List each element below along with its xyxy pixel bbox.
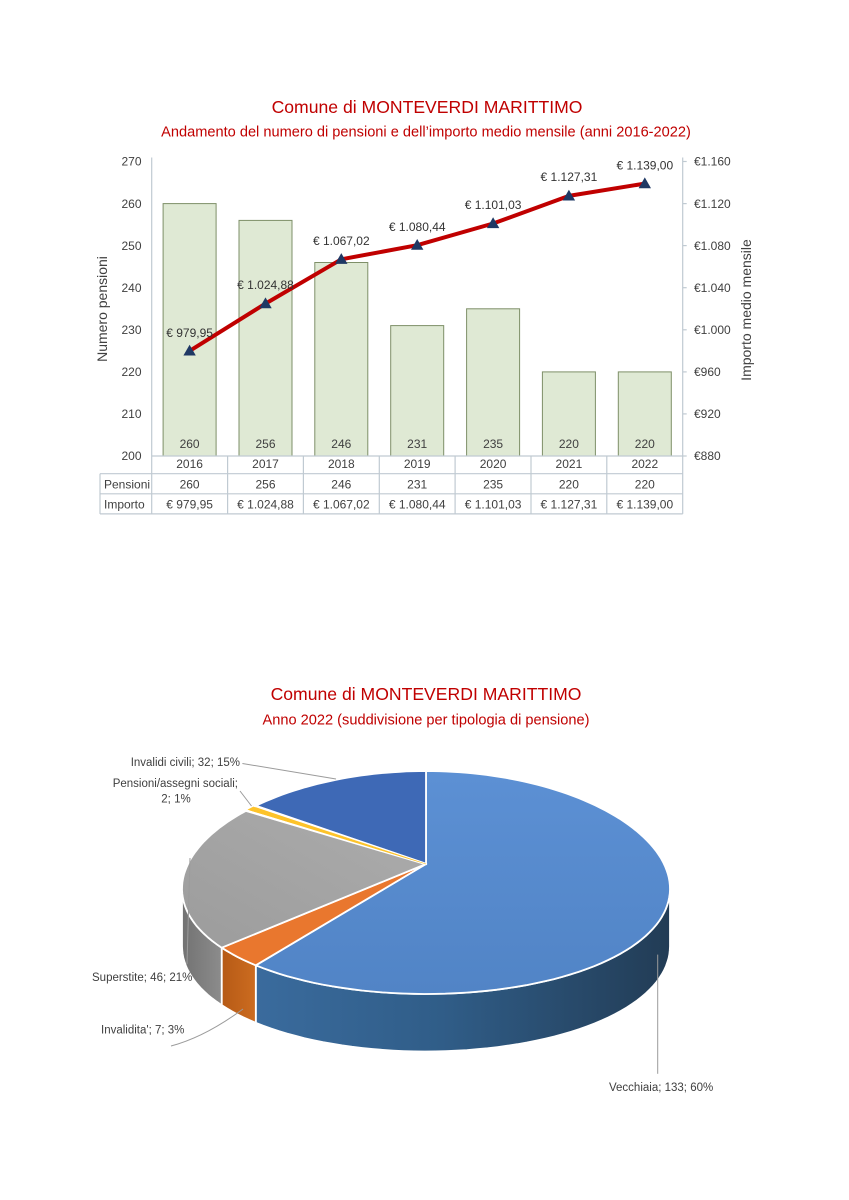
svg-text:231: 231 [407, 477, 427, 491]
svg-text:€ 1.127,31: € 1.127,31 [541, 497, 598, 511]
svg-text:€ 1.139,00: € 1.139,00 [616, 497, 673, 511]
svg-text:€880: €880 [694, 449, 721, 463]
svg-text:Anno 2022 (suddivisione per ti: Anno 2022 (suddivisione per tipologia di… [263, 713, 590, 729]
svg-text:Comune di MONTEVERDI MARITTIMO: Comune di MONTEVERDI MARITTIMO [272, 97, 583, 117]
svg-text:256: 256 [255, 437, 275, 451]
svg-text:260: 260 [180, 437, 200, 451]
svg-text:220: 220 [635, 477, 655, 491]
svg-text:€ 1.127,31: € 1.127,31 [541, 170, 598, 184]
svg-text:235: 235 [483, 437, 503, 451]
svg-text:€ 979,95: € 979,95 [166, 326, 213, 340]
svg-text:2021: 2021 [556, 457, 583, 471]
svg-text:€1.000: €1.000 [694, 323, 731, 337]
svg-text:Invalidi civili; 32; 15%: Invalidi civili; 32; 15% [131, 757, 240, 769]
svg-text:€ 1.080,44: € 1.080,44 [389, 497, 446, 511]
svg-text:€ 1.080,44: € 1.080,44 [389, 220, 446, 234]
svg-text:2022: 2022 [631, 457, 658, 471]
svg-text:€ 1.024,88: € 1.024,88 [237, 497, 294, 511]
svg-text:€1.120: €1.120 [694, 197, 731, 211]
svg-text:Superstite; 46; 21%: Superstite; 46; 21% [92, 972, 192, 984]
svg-text:2; 1%: 2; 1% [161, 794, 190, 806]
svg-text:246: 246 [331, 437, 351, 451]
svg-text:200: 200 [121, 449, 141, 463]
svg-text:260: 260 [180, 477, 200, 491]
svg-text:210: 210 [121, 407, 141, 421]
svg-text:256: 256 [255, 477, 275, 491]
svg-text:220: 220 [559, 477, 579, 491]
svg-text:Pensioni/assegni sociali;: Pensioni/assegni sociali; [113, 778, 238, 790]
svg-text:€960: €960 [694, 365, 721, 379]
svg-text:€ 1.101,03: € 1.101,03 [465, 198, 522, 212]
svg-text:240: 240 [121, 281, 141, 295]
svg-text:220: 220 [635, 437, 655, 451]
svg-text:Comune di MONTEVERDI MARITTIMO: Comune di MONTEVERDI MARITTIMO [271, 684, 582, 704]
svg-text:220: 220 [559, 437, 579, 451]
svg-text:Vecchiaia; 133; 60%: Vecchiaia; 133; 60% [609, 1082, 713, 1094]
svg-text:€ 1.024,88: € 1.024,88 [237, 278, 294, 292]
svg-text:2016: 2016 [176, 457, 203, 471]
svg-text:Invalidita'; 7; 3%: Invalidita'; 7; 3% [101, 1025, 184, 1037]
svg-text:2019: 2019 [404, 457, 431, 471]
svg-text:€ 979,95: € 979,95 [166, 497, 213, 511]
svg-text:€ 1.101,03: € 1.101,03 [465, 497, 522, 511]
svg-text:220: 220 [121, 365, 141, 379]
svg-text:Importo: Importo [104, 497, 145, 511]
svg-text:2020: 2020 [480, 457, 507, 471]
svg-text:235: 235 [483, 477, 503, 491]
svg-text:Andamento del numero di pensio: Andamento del numero di pensioni e dell’… [161, 125, 691, 141]
svg-text:€1.080: €1.080 [694, 239, 731, 253]
svg-text:€920: €920 [694, 407, 721, 421]
svg-text:Numero pensioni: Numero pensioni [94, 256, 110, 362]
svg-text:270: 270 [121, 155, 141, 169]
svg-text:Importo medio mensile: Importo medio mensile [738, 239, 754, 381]
svg-text:Pensioni: Pensioni [104, 477, 150, 491]
svg-text:€ 1.139,00: € 1.139,00 [616, 159, 673, 173]
svg-text:250: 250 [121, 239, 141, 253]
svg-text:231: 231 [407, 437, 427, 451]
svg-text:€ 1.067,02: € 1.067,02 [313, 497, 370, 511]
svg-text:€ 1.067,02: € 1.067,02 [313, 234, 370, 248]
svg-text:2018: 2018 [328, 457, 355, 471]
svg-text:260: 260 [121, 197, 141, 211]
svg-text:230: 230 [121, 323, 141, 337]
svg-text:€1.040: €1.040 [694, 281, 731, 295]
svg-text:2017: 2017 [252, 457, 279, 471]
svg-text:€1.160: €1.160 [694, 155, 731, 169]
svg-text:246: 246 [331, 477, 351, 491]
